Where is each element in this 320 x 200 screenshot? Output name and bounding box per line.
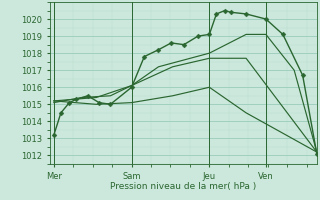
X-axis label: Pression niveau de la mer( hPa ): Pression niveau de la mer( hPa )	[110, 182, 256, 191]
